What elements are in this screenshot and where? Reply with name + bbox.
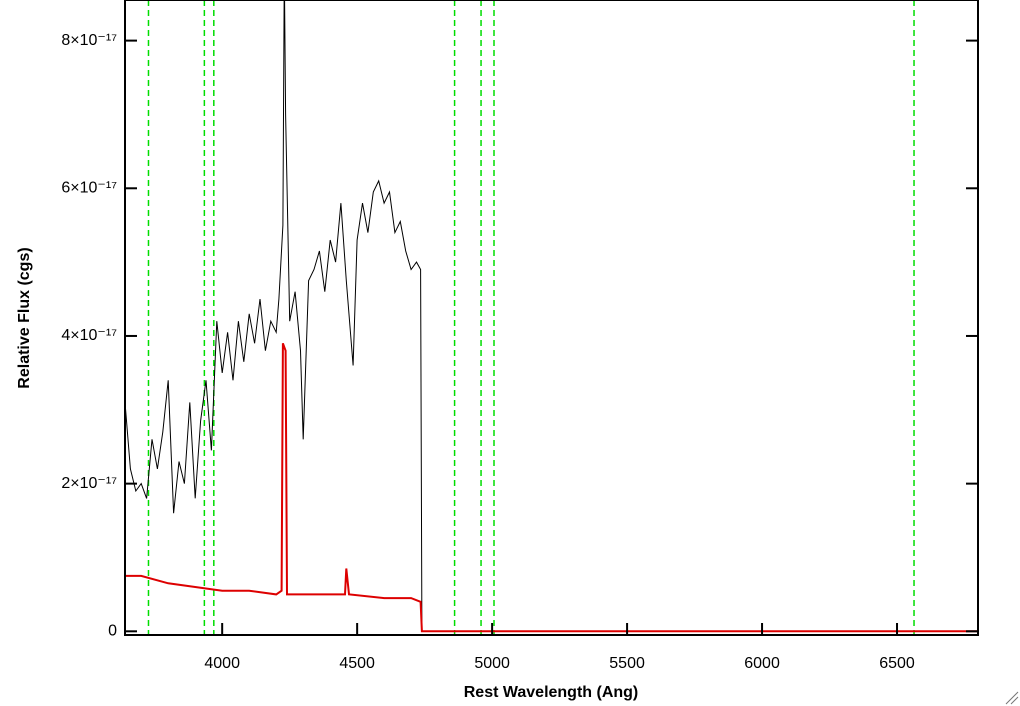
x-tick-label: 5500 bbox=[609, 655, 645, 672]
y-tick-label: 4×10⁻¹⁷ bbox=[61, 327, 117, 344]
y-tick-label: 6×10⁻¹⁷ bbox=[61, 180, 117, 197]
x-tick-label: 6000 bbox=[744, 655, 780, 672]
spectrum-line bbox=[125, 0, 978, 632]
x-tick-label: 4000 bbox=[204, 655, 240, 672]
y-tick-label: 0 bbox=[108, 623, 117, 640]
plot-area bbox=[125, 0, 978, 635]
y-tick-label: 2×10⁻¹⁷ bbox=[61, 475, 117, 492]
x-axis-label: Rest Wavelength (Ang) bbox=[464, 684, 639, 701]
y-axis-label: Relative Flux (cgs) bbox=[16, 247, 33, 388]
resize-handle bbox=[1005, 691, 1019, 705]
x-tick-label: 4500 bbox=[339, 655, 375, 672]
x-tick-label: 5000 bbox=[474, 655, 510, 672]
plot-frame bbox=[124, 0, 979, 636]
spectrum-line bbox=[125, 342, 978, 633]
x-tick-label: 6500 bbox=[879, 655, 915, 672]
y-tick-label: 8×10⁻¹⁷ bbox=[61, 32, 117, 49]
